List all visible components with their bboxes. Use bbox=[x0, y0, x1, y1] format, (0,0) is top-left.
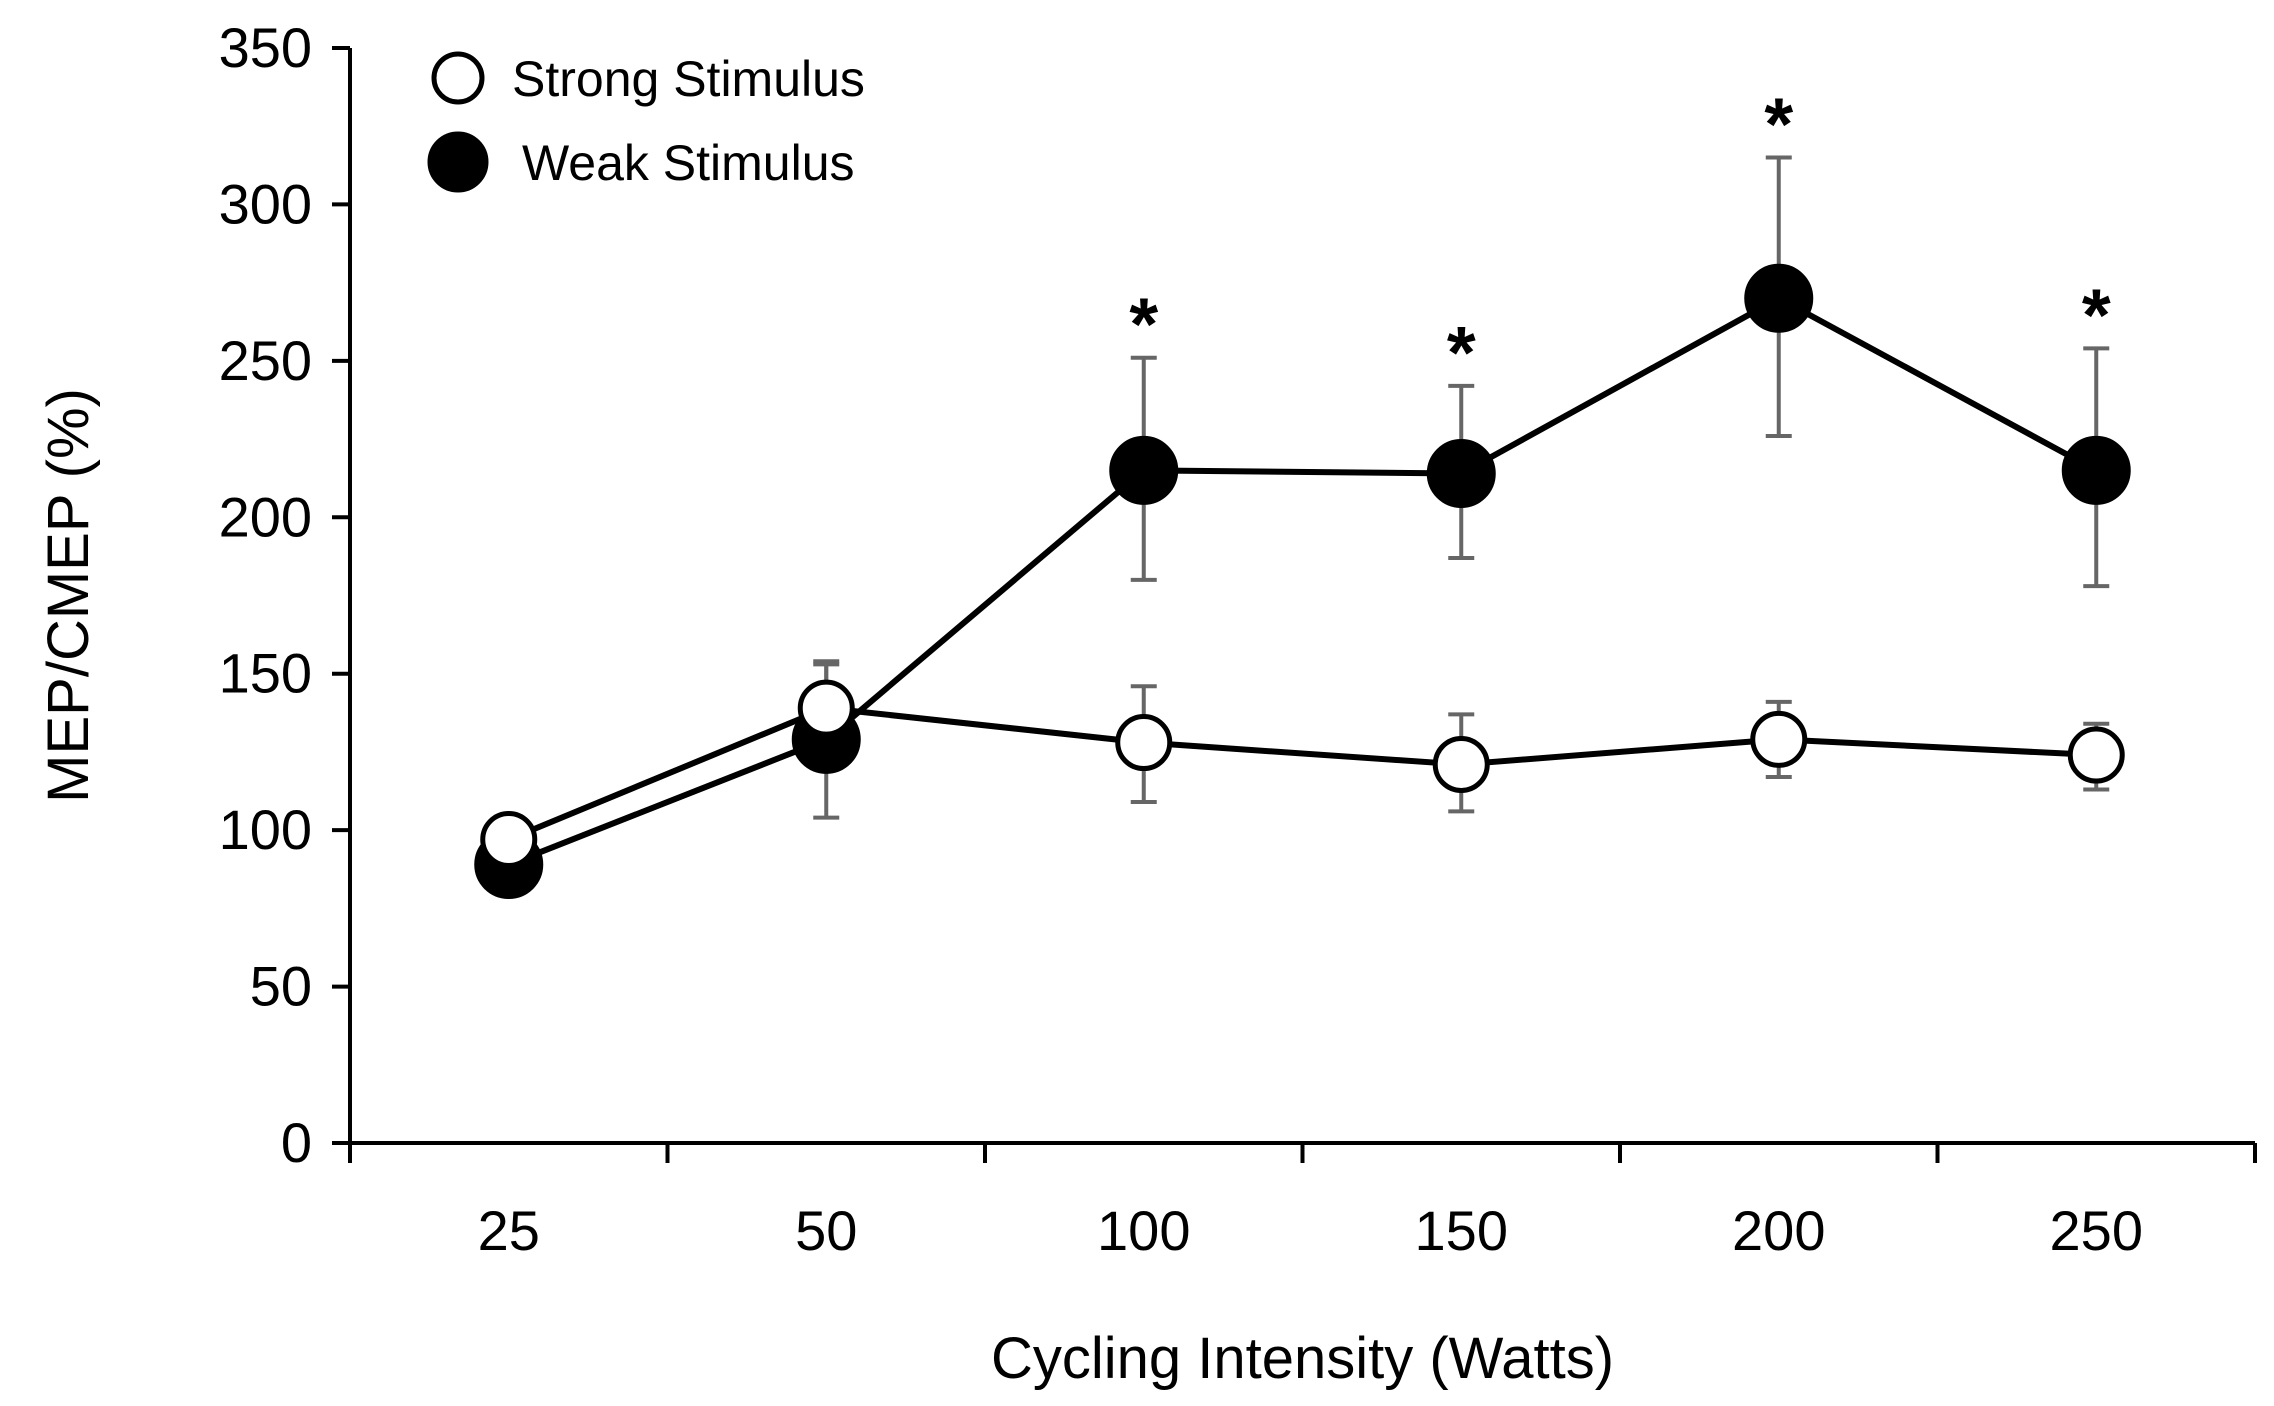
y-axis-ticks: 0 50 100 150 200 250 300 350 bbox=[219, 16, 350, 1174]
significance-asterisk: * bbox=[2082, 273, 2111, 356]
legend-marker-weak-stimulus bbox=[427, 131, 489, 193]
y-tick-label: 150 bbox=[219, 642, 312, 705]
strong-stimulus-point bbox=[1115, 714, 1173, 772]
strong-stimulus-point bbox=[2067, 726, 2125, 784]
y-tick-label: 200 bbox=[219, 485, 312, 548]
series-line-strong-stimulus bbox=[507, 705, 2097, 843]
x-tick-label: 25 bbox=[478, 1199, 540, 1262]
y-tick-label: 250 bbox=[219, 329, 312, 392]
strong-stimulus-point bbox=[797, 679, 855, 737]
strong-stimulus-point bbox=[1432, 735, 1490, 793]
axes bbox=[348, 48, 2255, 1145]
x-tick-label: 50 bbox=[795, 1199, 857, 1262]
y-tick-label: 350 bbox=[219, 16, 312, 79]
x-tick-label: 200 bbox=[1732, 1199, 1825, 1262]
weak-stimulus-point bbox=[2061, 435, 2131, 505]
weak-stimulus-point bbox=[1426, 438, 1496, 508]
significance-asterisk: * bbox=[1447, 311, 1476, 394]
x-axis-title: Cycling Intensity (Watts) bbox=[991, 1326, 1614, 1391]
legend-label-weak-stimulus: Weak Stimulus bbox=[522, 135, 855, 191]
series-lines bbox=[507, 295, 2098, 868]
x-tick-label: 100 bbox=[1097, 1199, 1190, 1262]
y-axis-title: MEP/CMEP (%) bbox=[36, 388, 101, 803]
y-tick-label: 0 bbox=[281, 1111, 312, 1174]
weak-stimulus-point bbox=[1744, 263, 1814, 333]
data-markers bbox=[474, 263, 2131, 900]
significance-asterisk: * bbox=[1129, 283, 1158, 366]
series-line-weak-stimulus bbox=[507, 295, 2098, 868]
strong-stimulus-point bbox=[480, 811, 538, 869]
legend-label-strong-stimulus: Strong Stimulus bbox=[512, 51, 865, 107]
x-axis-ticks: 25 50 100 150 200 250 bbox=[348, 1143, 2257, 1262]
y-tick-label: 50 bbox=[250, 955, 312, 1018]
significance-asterisk: * bbox=[1764, 83, 1793, 166]
significance-annotations: * * * * bbox=[1129, 83, 2111, 394]
legend-marker-strong-stimulus bbox=[431, 51, 485, 105]
weak-stimulus-point bbox=[1109, 435, 1179, 505]
strong-stimulus-point bbox=[1750, 710, 1808, 768]
y-tick-label: 100 bbox=[219, 798, 312, 861]
y-tick-label: 300 bbox=[219, 172, 312, 235]
x-tick-label: 250 bbox=[2050, 1199, 2143, 1262]
legend: Strong Stimulus Weak Stimulus bbox=[427, 51, 865, 193]
x-tick-label: 150 bbox=[1415, 1199, 1508, 1262]
